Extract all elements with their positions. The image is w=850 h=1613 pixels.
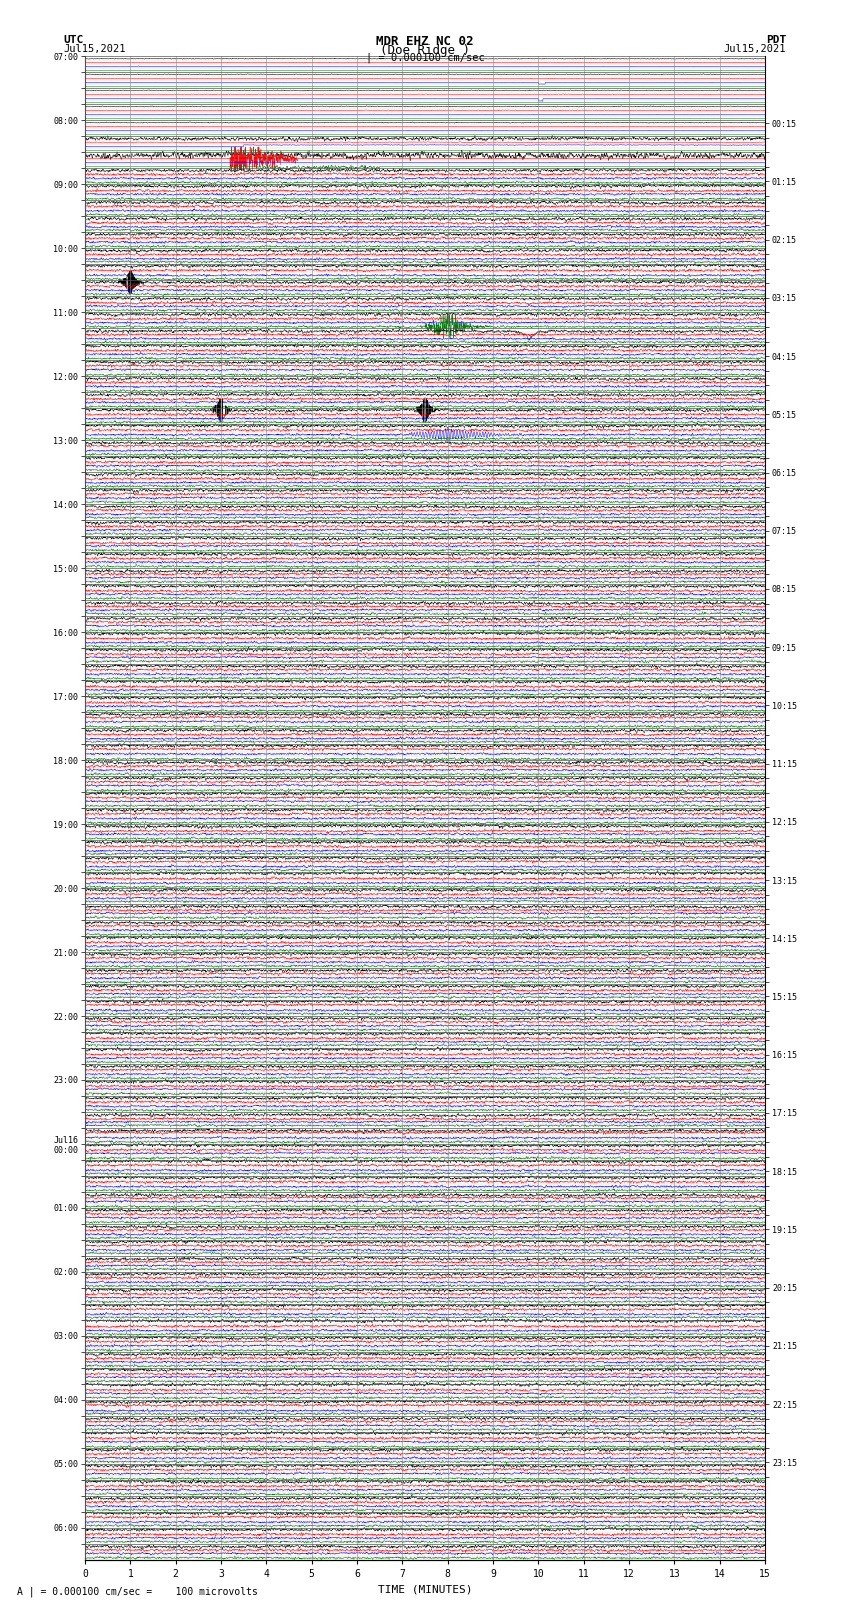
Text: Jul15,2021: Jul15,2021 [723,44,786,53]
Text: UTC: UTC [64,35,84,45]
Text: PDT: PDT [766,35,786,45]
Text: A | = 0.000100 cm/sec =    100 microvolts: A | = 0.000100 cm/sec = 100 microvolts [17,1586,258,1597]
Text: Jul15,2021: Jul15,2021 [64,44,127,53]
Text: (Doe Ridge ): (Doe Ridge ) [380,44,470,56]
Text: MDR EHZ NC 02: MDR EHZ NC 02 [377,35,473,48]
Text: | = 0.000100 cm/sec: | = 0.000100 cm/sec [366,52,484,63]
X-axis label: TIME (MINUTES): TIME (MINUTES) [377,1584,473,1594]
